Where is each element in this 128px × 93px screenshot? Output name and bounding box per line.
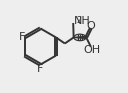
Text: F: F xyxy=(37,64,44,74)
Text: F: F xyxy=(19,32,25,42)
Text: O: O xyxy=(87,21,95,31)
Polygon shape xyxy=(74,37,86,38)
Text: NH: NH xyxy=(73,16,90,26)
Text: OH: OH xyxy=(83,45,101,54)
Text: 2: 2 xyxy=(77,16,82,25)
